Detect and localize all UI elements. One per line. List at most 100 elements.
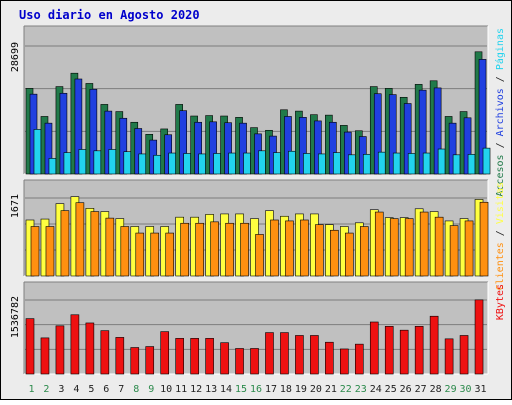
bar-pginas-day-8 xyxy=(138,153,147,175)
bar-kbytes-day-28 xyxy=(429,315,439,375)
bar-pginas-day-16 xyxy=(258,150,266,175)
bar-pginas-day-31 xyxy=(482,147,491,175)
bar-clientes-day-1 xyxy=(30,226,40,277)
bar-archivos-day-5 xyxy=(89,88,98,175)
bar-pginas-day-18 xyxy=(288,150,296,175)
x-tick-label-day-16: 16 xyxy=(250,384,262,395)
bar-pginas-day-25 xyxy=(392,152,401,175)
y-axis-max-label: 28699 xyxy=(10,42,21,72)
legend-label: Visitas xyxy=(495,182,506,224)
bar-kbytes-day-31 xyxy=(474,299,484,375)
bar-clientes-day-29 xyxy=(449,225,459,277)
legend-label: KBytes xyxy=(495,284,506,320)
bar-kbytes-day-10 xyxy=(160,331,170,375)
legend-label: / xyxy=(495,70,506,88)
panel-top: 28699 Accesos / Archivos / Páginas xyxy=(10,25,506,197)
y-axis-max-label: 1671 xyxy=(10,194,21,218)
bar-archivos-day-15 xyxy=(239,122,247,175)
x-tick-label-day-17: 17 xyxy=(265,384,277,395)
bar-kbytes-day-6 xyxy=(100,330,110,375)
bar-pginas-day-15 xyxy=(243,152,251,175)
bar-clientes-day-25 xyxy=(389,218,399,277)
bar-clientes-day-8 xyxy=(135,232,145,277)
bar-kbytes-day-23 xyxy=(354,343,364,375)
x-tick-label-day-24: 24 xyxy=(370,384,382,395)
x-tick-label-day-9: 9 xyxy=(148,384,154,395)
bar-kbytes-day-16 xyxy=(250,348,259,375)
bar-kbytes-day-4 xyxy=(70,314,80,375)
bar-archivos-day-3 xyxy=(59,92,68,175)
bar-pginas-day-5 xyxy=(93,150,102,175)
bar-pginas-day-29 xyxy=(452,154,461,175)
x-tick-label-day-25: 25 xyxy=(385,384,397,395)
legend-label: Páginas xyxy=(494,28,506,70)
bar-archivos-day-14 xyxy=(224,122,232,175)
bar-kbytes-day-27 xyxy=(414,326,424,375)
bar-archivos-day-31 xyxy=(478,59,487,175)
bar-pginas-day-20 xyxy=(318,153,326,175)
panel-right-legend: KBytes xyxy=(495,284,506,320)
bar-clientes-day-2 xyxy=(45,226,55,277)
x-tick-label-day-15: 15 xyxy=(235,384,247,395)
bar-pginas-day-28 xyxy=(437,148,446,175)
bar-pginas-day-23 xyxy=(362,154,371,175)
bar-clientes-day-9 xyxy=(150,232,160,277)
bar-kbytes-day-21 xyxy=(325,341,334,375)
bar-pginas-day-12 xyxy=(198,153,206,175)
bar-kbytes-day-9 xyxy=(145,346,155,375)
bar-pginas-day-19 xyxy=(303,153,311,175)
bar-archivos-day-7 xyxy=(119,117,128,175)
bar-archivos-day-12 xyxy=(194,121,202,175)
x-tick-label-day-5: 5 xyxy=(88,384,94,395)
bar-kbytes-day-22 xyxy=(340,348,349,375)
legend-label: Clientes xyxy=(495,242,506,290)
bar-pginas-day-1 xyxy=(33,129,42,175)
x-tick-label-day-29: 29 xyxy=(445,384,457,395)
bar-pginas-day-22 xyxy=(348,154,356,175)
bar-kbytes-day-13 xyxy=(205,338,214,375)
bar-archivos-day-6 xyxy=(104,110,113,175)
bar-archivos-day-19 xyxy=(299,117,307,175)
bar-clientes-day-6 xyxy=(105,217,115,277)
x-tick-label-day-6: 6 xyxy=(103,384,109,395)
bar-archivos-day-13 xyxy=(209,121,217,175)
bar-clientes-day-24 xyxy=(374,211,384,277)
bar-clientes-day-16 xyxy=(255,234,264,277)
x-tick-label-day-12: 12 xyxy=(190,384,202,395)
bar-clientes-day-13 xyxy=(210,221,219,277)
bar-pginas-day-27 xyxy=(422,152,431,175)
x-tick-label-day-26: 26 xyxy=(400,384,412,395)
bar-archivos-day-26 xyxy=(403,103,412,175)
bar-clientes-day-30 xyxy=(464,220,474,277)
bar-clientes-day-14 xyxy=(225,222,234,277)
bar-kbytes-day-11 xyxy=(175,338,184,375)
bar-kbytes-day-20 xyxy=(310,335,319,375)
bar-pginas-day-7 xyxy=(123,151,132,175)
bar-archivos-day-2 xyxy=(44,122,53,175)
y-axis-max-label: 1536782 xyxy=(10,296,21,338)
bar-clientes-day-28 xyxy=(434,216,444,277)
x-tick-label-day-13: 13 xyxy=(205,384,217,395)
bar-clientes-day-12 xyxy=(195,222,204,277)
bar-clientes-day-4 xyxy=(75,202,85,277)
x-tick-label-day-2: 2 xyxy=(43,384,49,395)
panel-right-legend: Clientes / Visitas xyxy=(495,182,506,290)
legend-label: Accesos xyxy=(495,154,506,196)
panel-bottom: 1536782 KBytes xyxy=(10,281,506,375)
x-tick-label-day-1: 1 xyxy=(28,384,34,395)
chart-title: Uso diario en Agosto 2020 xyxy=(19,8,200,22)
bar-kbytes-day-14 xyxy=(220,342,229,375)
bar-clientes-day-10 xyxy=(165,232,175,277)
bar-kbytes-day-29 xyxy=(444,338,454,375)
bar-clientes-day-27 xyxy=(419,211,429,277)
bar-archivos-day-25 xyxy=(388,94,397,175)
x-tick-label-day-20: 20 xyxy=(310,384,322,395)
x-tick-label-day-3: 3 xyxy=(58,384,64,395)
bar-clientes-day-11 xyxy=(180,222,189,277)
bar-clientes-day-15 xyxy=(240,222,249,277)
bar-archivos-day-20 xyxy=(314,120,322,175)
bar-archivos-day-22 xyxy=(344,131,352,175)
bar-clientes-day-26 xyxy=(404,218,414,277)
